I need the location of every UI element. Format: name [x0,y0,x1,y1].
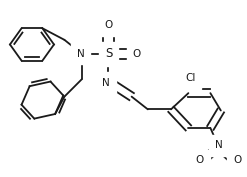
Text: N: N [102,78,110,88]
Text: O: O [233,155,241,165]
Text: Cl: Cl [185,73,196,83]
Text: O: O [104,20,113,30]
Text: O: O [132,49,140,59]
Text: N: N [215,140,222,150]
Text: N: N [77,49,84,59]
Text: O: O [196,155,204,165]
Text: S: S [105,47,112,60]
